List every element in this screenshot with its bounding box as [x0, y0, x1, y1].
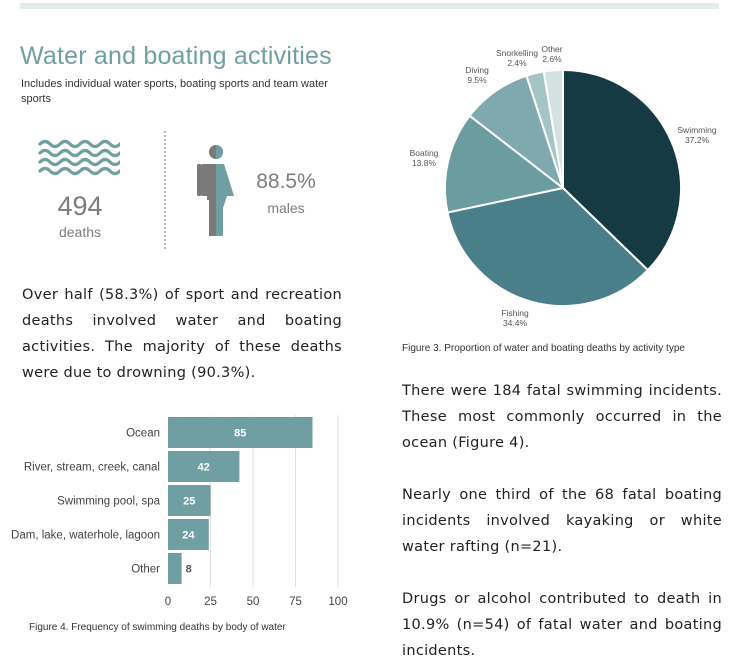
bar-value-label: 85 [234, 428, 246, 440]
deaths-count: 494 [57, 191, 103, 221]
pie-label-diving: Diving [465, 65, 489, 75]
bar-value-label: 42 [198, 462, 210, 474]
x-tick-label: 0 [165, 596, 171, 608]
category-label: Dam, lake, waterhole, lagoon [11, 530, 160, 542]
pie-label-fishing: Fishing [501, 308, 529, 318]
bar-ocean [168, 417, 313, 448]
figure4-caption: Figure 4. Frequency of swimming deaths b… [29, 622, 286, 633]
summary-paragraph: Over half (58.3%) of sport and recreatio… [22, 287, 342, 381]
pie-value-other: 2.6% [542, 54, 562, 64]
pie-slice-swimming [562, 68, 682, 272]
pie-value-snorkelling: 2.4% [507, 58, 527, 68]
stats-divider [164, 131, 166, 249]
deaths-label: deaths [58, 224, 102, 240]
waves-icon [38, 139, 120, 176]
bar-value-label: 8 [186, 564, 192, 576]
swimming-paragraph: There were 184 fatal swimming incidents.… [402, 383, 722, 451]
category-label: Ocean [126, 428, 160, 440]
bar-swimming-pool-spa [168, 485, 211, 516]
top-accent-bar [20, 3, 719, 9]
male-female-icon [197, 145, 234, 236]
figure3-caption: Figure 3. Proportion of water and boatin… [402, 343, 685, 354]
bar-dam-lake-waterhole-lagoon [168, 519, 209, 550]
pie-value-swimming: 37.2% [685, 135, 710, 145]
x-tick-label: 75 [289, 596, 302, 608]
pie-label-snorkelling: Snorkelling [496, 48, 538, 58]
boating-paragraph: Nearly one third of the 68 fatal boating… [402, 487, 722, 555]
pie-value-diving: 9.5% [467, 75, 487, 85]
section-subtitle: Includes individual water sports, boatin… [21, 78, 328, 105]
males-label: males [267, 200, 305, 216]
pie-label-other: Other [541, 44, 562, 54]
pie-slice-other [542, 68, 564, 189]
pie-value-boating: 13.8% [412, 158, 437, 168]
drugs-paragraph: Drugs or alcohol contributed to death in… [402, 591, 722, 659]
category-label: Swimming pool, spa [57, 496, 161, 508]
pie-label-boating: Boating [410, 148, 439, 158]
x-tick-label: 50 [247, 596, 260, 608]
bar-value-label: 25 [183, 496, 195, 508]
pie-slice-boating [444, 114, 566, 214]
bar-river-stream-creek-canal [168, 451, 240, 482]
category-label: Other [131, 564, 160, 576]
bar-other [168, 553, 182, 584]
pie-slice-fishing [446, 186, 650, 307]
bar-value-label: 24 [182, 530, 195, 542]
pie-value-fishing: 34.4% [503, 318, 528, 328]
males-percentage: 88.5% [256, 170, 316, 193]
category-label: River, stream, creek, canal [24, 462, 160, 474]
x-tick-label: 25 [204, 596, 217, 608]
section-title: Water and boating activities [20, 42, 332, 70]
figure4-bar-chart: 0 25 50 75 100 Ocean 85 River, stream, creek, c… [11, 415, 348, 608]
x-tick-label: 100 [328, 596, 347, 608]
pie-label-swimming: Swimming [677, 125, 716, 135]
